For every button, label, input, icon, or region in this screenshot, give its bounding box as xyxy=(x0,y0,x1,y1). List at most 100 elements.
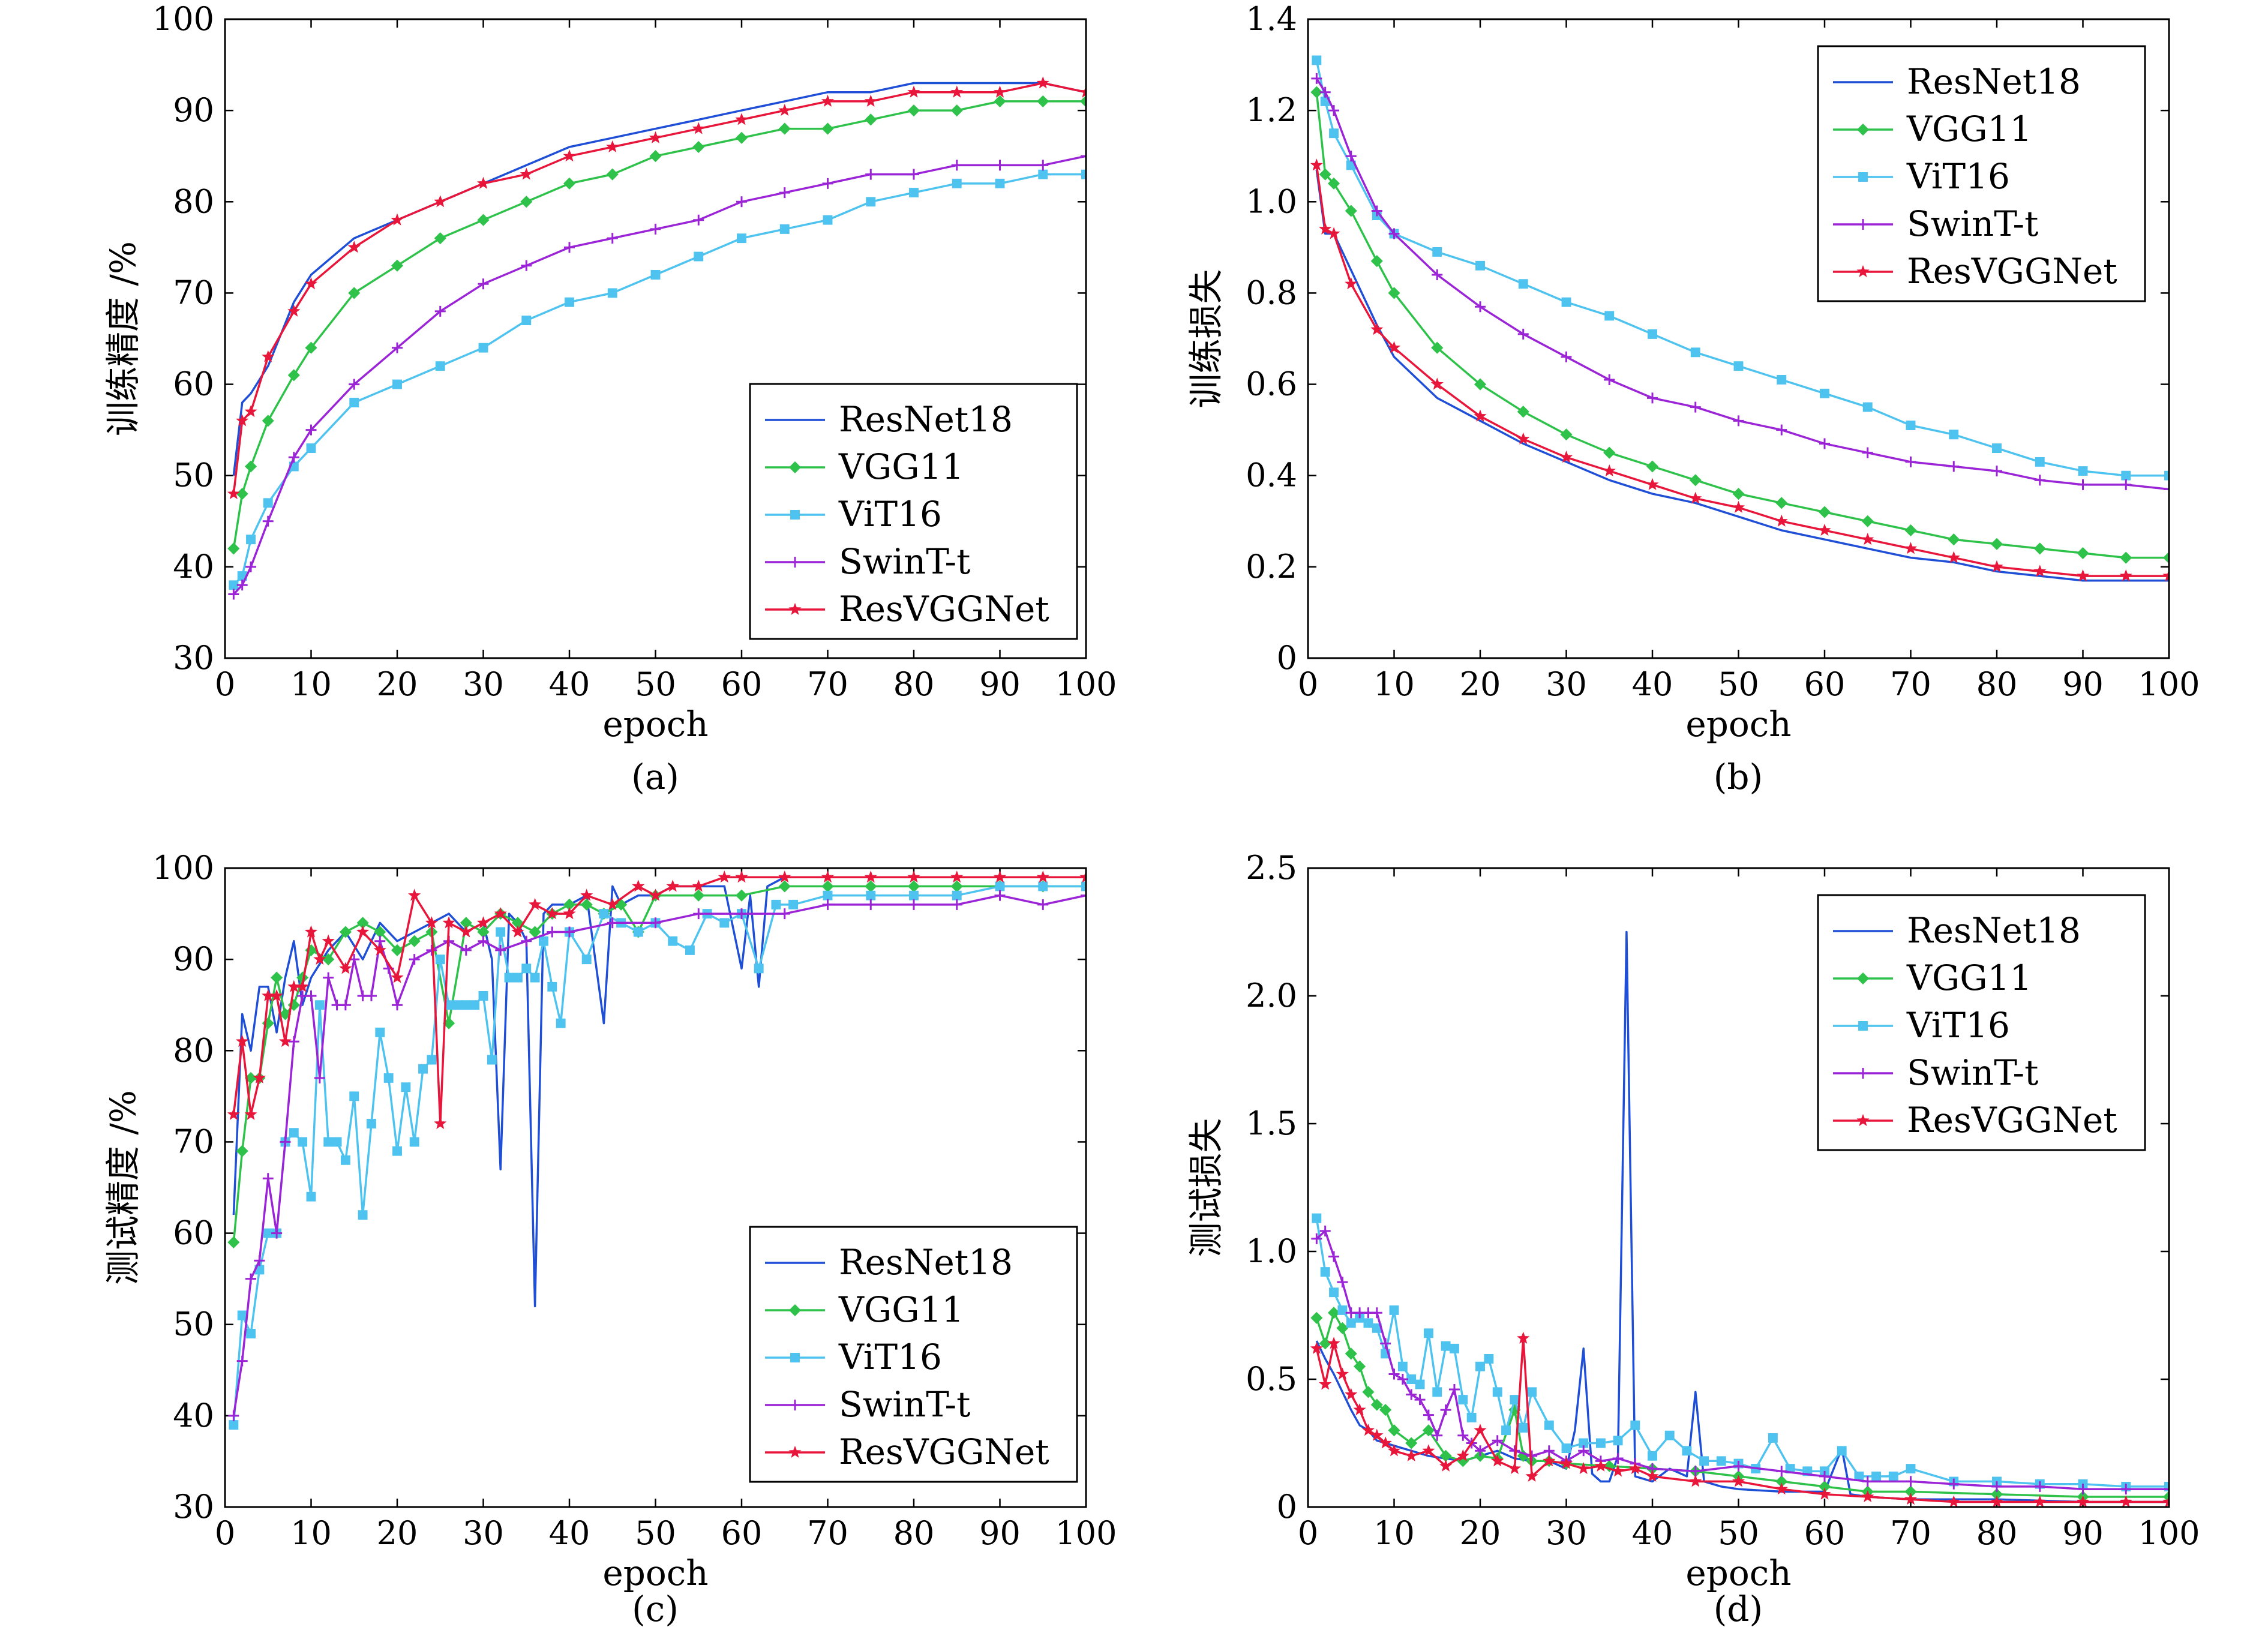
data-point xyxy=(2164,484,2169,495)
data-point xyxy=(606,897,619,910)
data-point xyxy=(1345,277,1358,290)
plot-area xyxy=(227,76,1086,600)
legend-label: SwinT-t xyxy=(839,1384,970,1425)
series-line xyxy=(232,82,1086,476)
data-point xyxy=(1319,168,1331,181)
data-point xyxy=(314,1000,325,1010)
data-point xyxy=(494,906,507,920)
data-point xyxy=(1079,870,1086,883)
data-point xyxy=(1689,474,1702,487)
x-tick-label: 30 xyxy=(463,1514,504,1552)
data-point xyxy=(1990,1495,2003,1507)
data-point xyxy=(1081,881,1086,891)
data-point xyxy=(460,925,473,938)
data-point xyxy=(821,870,835,883)
data-point xyxy=(2077,1484,2089,1495)
data-point xyxy=(907,880,920,893)
x-tick-label: 0 xyxy=(215,1514,235,1552)
legend-label: ResNet18 xyxy=(839,399,1013,440)
data-point xyxy=(434,195,447,208)
data-point xyxy=(1861,515,1874,527)
y-axis-label: 训练精度 /% xyxy=(103,241,143,436)
data-point xyxy=(1329,1287,1339,1298)
data-point xyxy=(304,277,318,290)
data-point xyxy=(1689,491,1702,504)
data-point xyxy=(1517,1331,1530,1344)
data-point xyxy=(2035,457,2045,467)
data-point xyxy=(1405,1437,1418,1449)
panel-caption: (a) xyxy=(631,757,679,797)
data-point xyxy=(1768,1433,1778,1443)
legend-item: ViT16 xyxy=(765,494,942,535)
data-point xyxy=(1346,1318,1356,1328)
data-point xyxy=(1379,1436,1392,1449)
data-point xyxy=(1450,1343,1459,1353)
data-point xyxy=(236,1145,248,1157)
legend-item: ResNet18 xyxy=(1833,61,2081,102)
data-point xyxy=(1327,227,1340,239)
data-point xyxy=(1732,488,1745,500)
legend-marker xyxy=(1858,1021,1868,1031)
data-point xyxy=(1345,1388,1358,1400)
x-tick-label: 100 xyxy=(2138,1514,2200,1552)
data-point xyxy=(340,999,351,1011)
data-point xyxy=(1312,1213,1322,1223)
data-point xyxy=(2076,1495,2090,1507)
data-point xyxy=(2164,470,2169,481)
data-point xyxy=(1379,1404,1392,1416)
data-point xyxy=(1518,1422,1528,1433)
data-point xyxy=(778,103,791,116)
legend: ResNet18 VGG11 ViT16 SwinT-t ResVGGNet xyxy=(1817,45,2146,302)
plot-frame xyxy=(1307,867,2170,1508)
series-line xyxy=(233,155,1086,595)
data-point xyxy=(1992,443,2002,454)
legend-marker xyxy=(1856,1113,1870,1127)
data-point xyxy=(339,926,352,938)
data-point xyxy=(244,405,257,418)
data-point xyxy=(1777,375,1787,385)
data-point xyxy=(1775,497,1788,509)
x-tick-label: 0 xyxy=(215,665,235,703)
data-point xyxy=(1430,377,1444,390)
plot-area xyxy=(1310,930,2169,1507)
data-point xyxy=(1319,86,1331,98)
legend-label: ResVGGNet xyxy=(839,1431,1049,1472)
series-line xyxy=(1315,1218,2169,1488)
data-point xyxy=(1862,402,1873,412)
legend-marker xyxy=(1856,123,1870,136)
data-point xyxy=(736,908,747,920)
data-point xyxy=(907,870,920,883)
data-point xyxy=(1861,533,1874,545)
data-point xyxy=(1690,401,1701,413)
x-tick-label: 70 xyxy=(807,1514,848,1552)
y-tick-label: 1.5 xyxy=(1246,1104,1297,1142)
legend-label: VGG11 xyxy=(1906,109,2032,149)
y-tick-label: 2.5 xyxy=(1246,849,1297,887)
y-axis-label: 测试精度 /% xyxy=(103,1090,143,1285)
data-point xyxy=(692,122,705,134)
y-tick-label: 70 xyxy=(173,1122,214,1160)
data-point xyxy=(271,1227,283,1239)
data-point xyxy=(358,1210,368,1220)
data-point xyxy=(736,196,747,208)
x-tick-label: 80 xyxy=(1976,665,2018,703)
data-point xyxy=(909,188,919,198)
data-point xyxy=(270,989,283,1002)
series-line xyxy=(1316,1230,2169,1490)
data-point xyxy=(1361,1424,1375,1436)
data-point xyxy=(435,361,445,371)
data-point xyxy=(323,1137,334,1147)
data-point xyxy=(418,1064,428,1074)
data-point xyxy=(995,178,1005,188)
data-point xyxy=(719,918,730,928)
data-point xyxy=(950,870,964,883)
data-point xyxy=(1319,222,1332,235)
data-point xyxy=(1904,524,1917,537)
data-point xyxy=(545,906,559,920)
data-point xyxy=(1991,466,2002,477)
data-point xyxy=(822,899,833,910)
data-point xyxy=(313,952,326,965)
x-tick-label: 100 xyxy=(1055,1514,1117,1552)
data-point xyxy=(1561,351,1572,362)
data-point xyxy=(1906,421,1916,430)
